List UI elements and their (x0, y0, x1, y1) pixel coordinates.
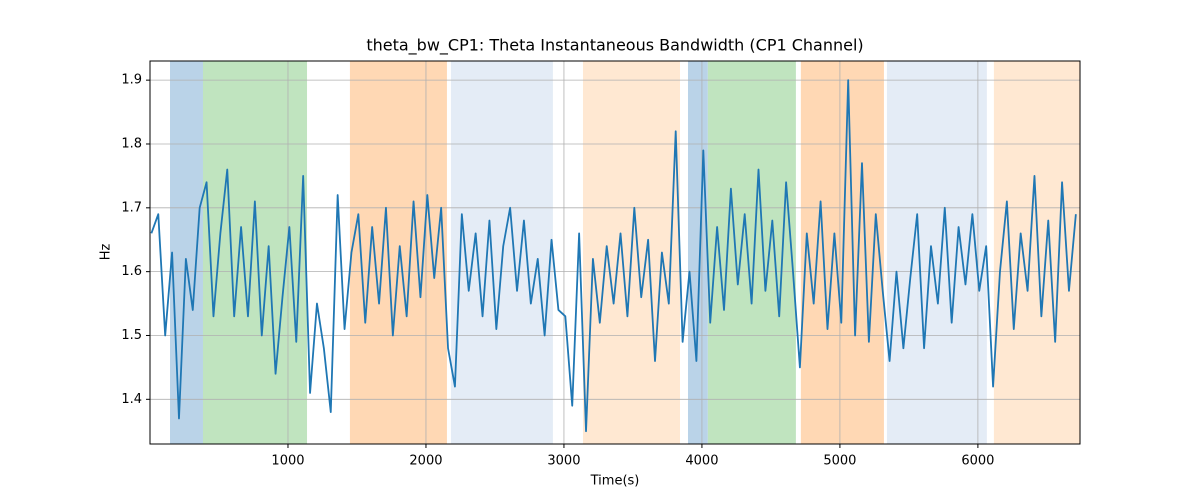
x-axis-label: Time(s) (590, 474, 640, 489)
x-tick-label: 1000 (271, 454, 304, 469)
x-tick-label: 3000 (547, 454, 580, 469)
x-tick-label: 6000 (961, 454, 994, 469)
x-tick-label: 2000 (409, 454, 442, 469)
shaded-span (202, 61, 308, 444)
y-axis-label: Hz (99, 244, 114, 261)
shaded-span (687, 61, 708, 444)
shaded-span (707, 61, 796, 444)
y-tick-label: 1.7 (121, 200, 142, 215)
y-tick-label: 1.8 (121, 136, 142, 151)
shaded-span (886, 61, 987, 444)
shaded-span (170, 61, 203, 444)
y-tick-label: 1.6 (121, 264, 142, 279)
data-line (150, 79, 1077, 433)
plot-frame (149, 60, 1081, 445)
chart-title: theta_bw_CP1: Theta Instantaneous Bandwi… (366, 36, 863, 56)
y-tick-label: 1.5 (121, 328, 142, 343)
x-tick-label: 4000 (685, 454, 718, 469)
y-tick-label: 1.9 (121, 73, 142, 88)
y-tick-label: 1.4 (121, 392, 142, 407)
x-tick-label: 5000 (823, 454, 856, 469)
